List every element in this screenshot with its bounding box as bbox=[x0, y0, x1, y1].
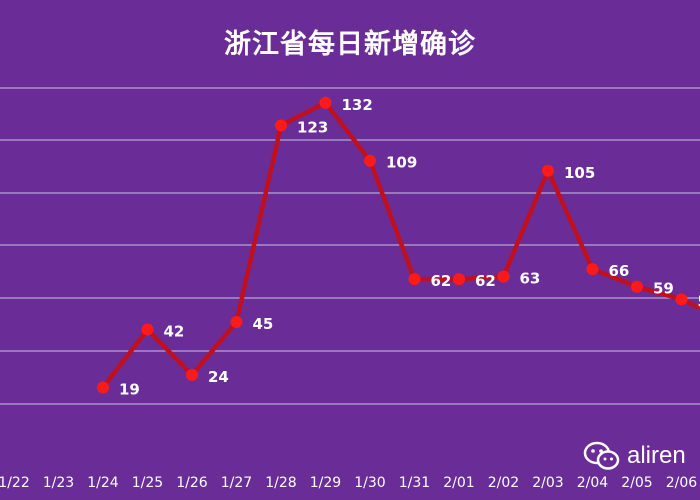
data-label: 123 bbox=[297, 118, 328, 136]
data-label: 24 bbox=[208, 368, 229, 386]
data-point bbox=[675, 293, 688, 306]
watermark-text: aliren bbox=[627, 442, 686, 469]
data-label: 59 bbox=[653, 280, 674, 298]
x-tick-label: 1/28 bbox=[265, 475, 296, 491]
x-tick-label: 1/26 bbox=[176, 475, 208, 491]
x-tick-label: 2/06 bbox=[666, 475, 698, 491]
x-tick-label: 2/01 bbox=[443, 475, 474, 491]
x-tick-label: 1/24 bbox=[87, 475, 119, 491]
x-tick-label: 1/31 bbox=[399, 475, 430, 491]
data-point bbox=[364, 154, 376, 167]
x-tick-label: 1/29 bbox=[310, 475, 341, 491]
data-label: 42 bbox=[164, 323, 185, 341]
data-label: 132 bbox=[342, 96, 373, 114]
data-label: 66 bbox=[609, 262, 630, 280]
x-tick-label: 2/05 bbox=[621, 475, 652, 491]
data-label: 62 bbox=[431, 272, 452, 290]
x-tick-label: 1/23 bbox=[43, 475, 74, 491]
data-point bbox=[408, 273, 421, 286]
x-tick-label: 1/22 bbox=[0, 475, 30, 491]
data-point bbox=[275, 119, 287, 132]
data-point bbox=[186, 368, 198, 381]
x-tick-label: 2/02 bbox=[488, 475, 519, 491]
data-label: 62 bbox=[475, 272, 496, 290]
data-point bbox=[586, 263, 599, 276]
x-tick-label: 2/04 bbox=[577, 475, 609, 491]
data-label: 63 bbox=[520, 270, 541, 288]
data-point bbox=[497, 270, 510, 283]
watermark: aliren bbox=[583, 440, 686, 472]
data-point bbox=[97, 381, 109, 394]
wechat-icon bbox=[583, 440, 621, 472]
data-label: 5 bbox=[698, 292, 700, 310]
x-tick-label: 1/25 bbox=[132, 475, 163, 491]
data-point bbox=[631, 280, 643, 293]
chart-title: 浙江省每日新增确诊 bbox=[224, 29, 476, 60]
x-tick-label: 1/27 bbox=[221, 475, 252, 491]
data-point bbox=[453, 273, 465, 286]
data-label: 19 bbox=[119, 381, 140, 399]
x-tick-label: 2/03 bbox=[532, 475, 563, 491]
data-label: 105 bbox=[564, 164, 595, 182]
data-point bbox=[319, 96, 332, 109]
data-point bbox=[542, 164, 554, 177]
x-tick-label: 1/30 bbox=[354, 475, 385, 491]
data-label: 109 bbox=[386, 154, 417, 172]
data-point bbox=[230, 316, 243, 328]
data-point bbox=[141, 323, 154, 336]
data-label: 45 bbox=[253, 315, 274, 333]
